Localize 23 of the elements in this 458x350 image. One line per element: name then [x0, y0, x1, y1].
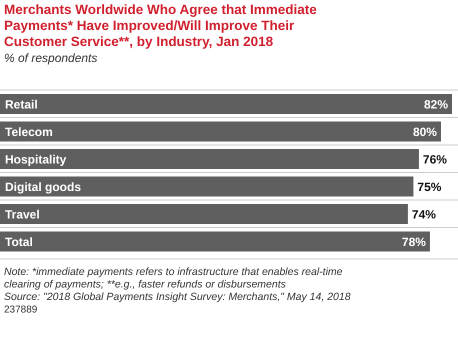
y-tick-label: Total	[5, 235, 33, 249]
y-tick-label: Hospitality	[5, 152, 67, 166]
chart-subtitle: % of respondents	[4, 51, 98, 65]
bar	[0, 176, 414, 196]
y-tick-label: Retail	[5, 98, 38, 112]
chart-title: Merchants Worldwide Who Agree that Immediate Payments* Have Improved/Will Improve Their Customer Service**, by Industry, Jan 2018	[4, 2, 318, 49]
bar	[0, 204, 408, 224]
text: Note: *immediate payments refers to infrastructure that enables real-time clearing of payments; **e.g., faster refunds or disbursements	[4, 266, 343, 290]
y-tick-label: Travel	[5, 208, 40, 222]
data-label: 78%	[402, 235, 426, 249]
data-label: 80%	[412, 125, 438, 139]
bar	[0, 149, 419, 169]
data-label: 74%	[412, 208, 436, 222]
source-note: Source: "2018 Global Payments Insight Survey: Merchants," May 14, 2018	[4, 291, 351, 303]
data-label: 75%	[417, 180, 442, 194]
y-tick-label: Digital goods	[5, 180, 82, 194]
data-label: 82%	[424, 98, 448, 112]
y-tick-label: Telecom	[5, 125, 53, 139]
bar	[0, 232, 430, 252]
data-label: 76%	[422, 152, 448, 166]
bar	[0, 122, 441, 142]
text: 237889	[4, 304, 38, 316]
bar	[0, 94, 452, 114]
